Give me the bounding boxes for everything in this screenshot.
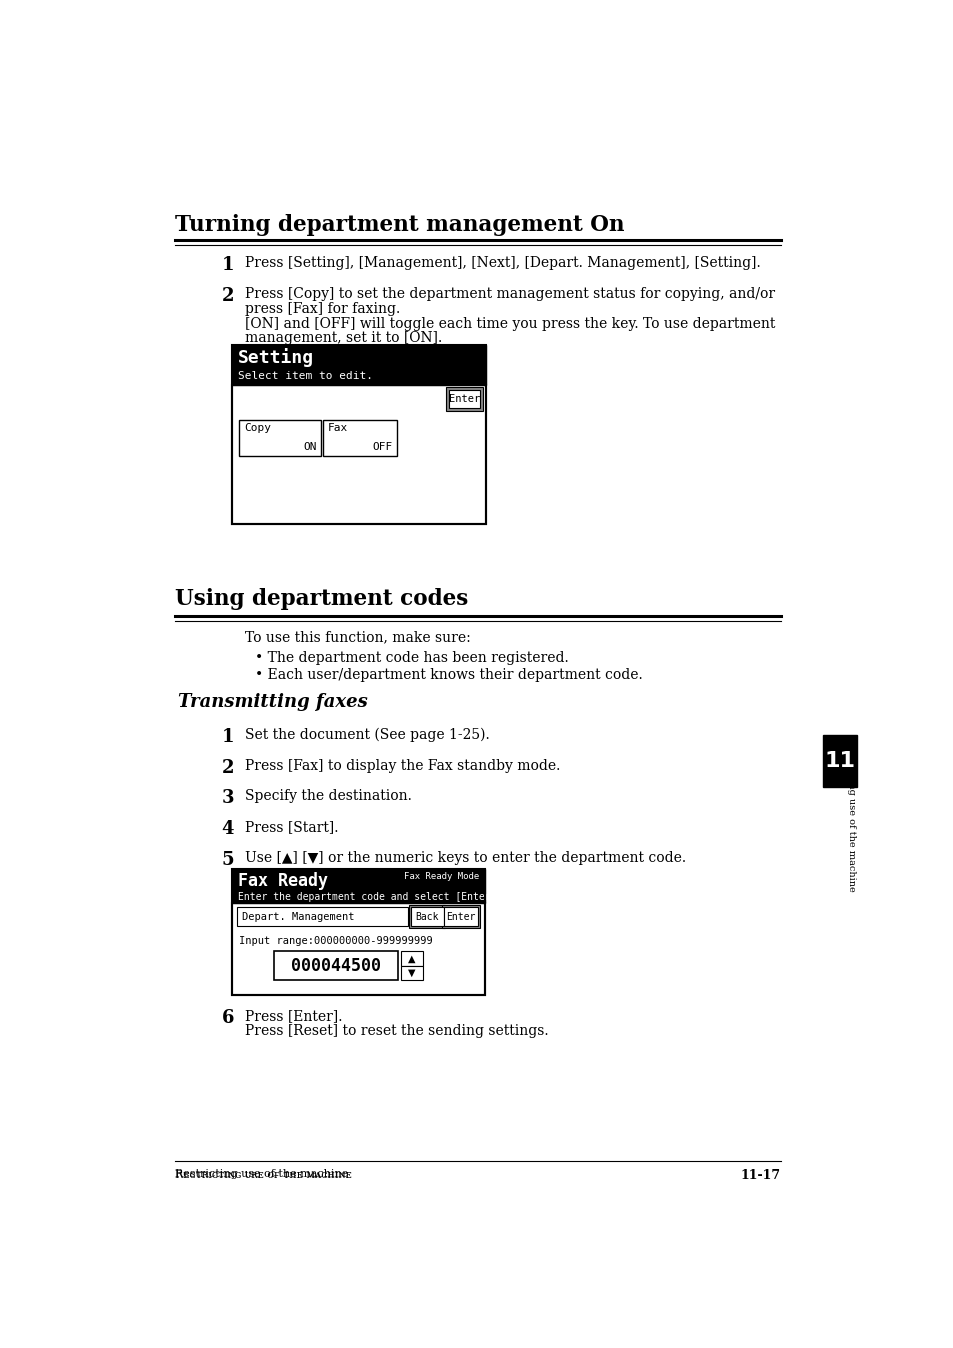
Text: Turning department management On: Turning department management On: [174, 214, 623, 236]
FancyBboxPatch shape: [232, 903, 484, 995]
Text: Press [Setting], [Management], [Next], [Depart. Management], [Setting].: Press [Setting], [Management], [Next], […: [245, 256, 760, 270]
Text: Restricting use of the machine: Restricting use of the machine: [846, 740, 855, 892]
Text: Press [Enter].: Press [Enter].: [245, 1008, 342, 1023]
Text: Enter the department code and select [Enter].: Enter the department code and select [En…: [237, 892, 501, 903]
Text: management, set it to [ON].: management, set it to [ON].: [245, 332, 441, 345]
FancyBboxPatch shape: [236, 907, 407, 926]
Text: Enter: Enter: [449, 395, 479, 404]
FancyBboxPatch shape: [400, 950, 422, 965]
Text: 2: 2: [221, 287, 233, 305]
Text: Input range:000000000-999999999: Input range:000000000-999999999: [239, 937, 433, 946]
Text: • The department code has been registered.: • The department code has been registere…: [254, 651, 568, 665]
Text: Fax Ready Mode: Fax Ready Mode: [403, 872, 478, 880]
Text: • Each user/department knows their department code.: • Each user/department knows their depar…: [254, 669, 642, 682]
Text: Press [Copy] to set the department management status for copying, and/or: Press [Copy] to set the department manag…: [245, 287, 774, 301]
Text: 5: 5: [221, 851, 233, 869]
Text: 1: 1: [221, 728, 233, 745]
FancyBboxPatch shape: [232, 345, 485, 386]
FancyBboxPatch shape: [443, 907, 477, 926]
Text: ON: ON: [303, 442, 316, 452]
Text: Copy: Copy: [244, 423, 271, 433]
FancyBboxPatch shape: [442, 905, 479, 929]
Text: Fax Ready: Fax Ready: [237, 872, 327, 890]
FancyBboxPatch shape: [822, 736, 856, 787]
Text: [ON] and [OFF] will toggle each time you press the key. To use department: [ON] and [OFF] will toggle each time you…: [245, 317, 775, 330]
Text: OFF: OFF: [373, 442, 393, 452]
Text: 4: 4: [221, 820, 233, 838]
Text: 11-17: 11-17: [740, 1169, 781, 1182]
Text: Restricting use of the machine: Restricting use of the machine: [174, 1169, 348, 1180]
Text: 2: 2: [221, 759, 233, 776]
Text: Enter: Enter: [446, 911, 476, 922]
Text: Back: Back: [416, 911, 438, 922]
Text: Set the document (See page 1-25).: Set the document (See page 1-25).: [245, 728, 489, 743]
Text: Use [▲] [▼] or the numeric keys to enter the department code.: Use [▲] [▼] or the numeric keys to enter…: [245, 851, 685, 865]
Text: 000044500: 000044500: [291, 957, 381, 975]
Text: press [Fax] for faxing.: press [Fax] for faxing.: [245, 302, 399, 315]
Text: Depart. Management: Depart. Management: [242, 911, 355, 922]
FancyBboxPatch shape: [409, 905, 445, 929]
Text: 1: 1: [221, 256, 233, 274]
Text: 6: 6: [221, 1008, 233, 1027]
Text: Rᴇᴄᴛʀɪᴄᴛɪɴɢ ᴜʀᴇ ᴏғ ᴛʜᴇ ᴍᴀᴄʜɪɴᴇ: Rᴇᴄᴛʀɪᴄᴛɪɴɢ ᴜʀᴇ ᴏғ ᴛʜᴇ ᴍᴀᴄʜɪɴᴇ: [174, 1170, 352, 1181]
Text: Press [Fax] to display the Fax standby mode.: Press [Fax] to display the Fax standby m…: [245, 759, 559, 772]
FancyBboxPatch shape: [323, 419, 396, 456]
FancyBboxPatch shape: [232, 868, 484, 903]
Text: 3: 3: [221, 790, 233, 807]
Text: 11: 11: [823, 751, 855, 771]
FancyBboxPatch shape: [239, 419, 320, 456]
FancyBboxPatch shape: [274, 950, 397, 980]
FancyBboxPatch shape: [400, 965, 422, 980]
FancyBboxPatch shape: [410, 907, 443, 926]
Text: Specify the destination.: Specify the destination.: [245, 790, 412, 803]
Text: To use this function, make sure:: To use this function, make sure:: [245, 630, 470, 644]
Text: Press [Reset] to reset the sending settings.: Press [Reset] to reset the sending setti…: [245, 1024, 548, 1038]
FancyBboxPatch shape: [232, 386, 485, 523]
Text: Select item to edit.: Select item to edit.: [237, 371, 373, 381]
Text: Transmitting faxes: Transmitting faxes: [178, 693, 368, 710]
Text: Fax: Fax: [327, 423, 348, 433]
Text: Setting: Setting: [237, 348, 314, 367]
Text: ▼: ▼: [408, 968, 416, 977]
Text: Press [Start].: Press [Start].: [245, 820, 338, 834]
FancyBboxPatch shape: [446, 387, 482, 411]
FancyBboxPatch shape: [448, 391, 480, 408]
Text: Using department codes: Using department codes: [174, 588, 468, 609]
Text: ▲: ▲: [408, 953, 416, 964]
